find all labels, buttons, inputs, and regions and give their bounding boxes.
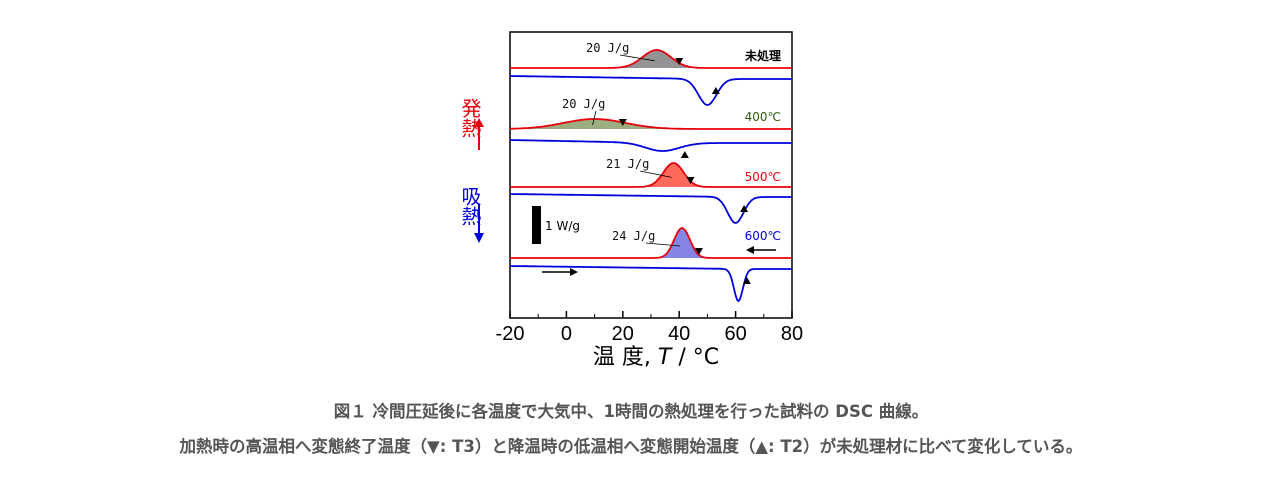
caption-line-2: 加熱時の高温相へ変態終了温度（▼: T3）と降温時の低温相へ変態開始温度（▲: … <box>179 437 1083 456</box>
heating-curve <box>510 227 792 259</box>
T3-marker <box>694 248 703 255</box>
T2-marker <box>711 87 720 94</box>
enthalpy-leader <box>639 170 672 178</box>
enthalpy-leader <box>619 54 655 62</box>
heating-peak-area <box>643 163 704 187</box>
x-tick-label: 40 <box>668 323 690 345</box>
curves-group: 20 J/g 未処理 20 J/g 400℃ 21 J/g 500℃ 24 J/g 600℃ <box>509 41 792 303</box>
enthalpy-label: 24 J/g <box>612 229 655 243</box>
exo-indicator: 発熱 <box>458 98 484 150</box>
T2-marker <box>680 151 689 158</box>
T3-marker <box>686 177 695 184</box>
enthalpy-label: 20 J/g <box>562 97 605 111</box>
series-label: 400℃ <box>745 110 781 124</box>
endo-indicator: 吸熱 <box>458 186 484 243</box>
x-tick-label: 20 <box>612 323 634 345</box>
heating-peak-area <box>659 228 705 258</box>
T2-marker <box>740 205 749 212</box>
T3-marker <box>618 119 627 126</box>
x-tick-label: 0 <box>561 323 572 345</box>
series-label: 600℃ <box>745 229 781 243</box>
heating-direction-arrow <box>542 268 578 276</box>
T2-marker <box>742 277 751 284</box>
cooling-curve <box>510 75 792 106</box>
enthalpy-label: 21 J/g <box>606 157 649 171</box>
x-tick-label: 80 <box>781 323 803 345</box>
enthalpy-leader <box>592 110 597 126</box>
cooling-curve <box>510 265 792 303</box>
series-label: 未処理 <box>744 48 781 63</box>
scale-bar <box>532 206 541 244</box>
heating-curve <box>510 49 792 69</box>
heating-peak-area <box>615 50 698 68</box>
cooling-direction-arrow <box>746 246 776 254</box>
caption-line-1: 図１ 冷間圧延後に各温度で大気中、1時間の熱処理を行った試料の DSC 曲線。 <box>333 402 929 421</box>
enthalpy-leader <box>645 242 681 247</box>
cooling-curve <box>510 139 792 152</box>
x-axis-title: 温 度, T / °C <box>593 345 719 370</box>
x-tick-label: -20 <box>496 323 525 345</box>
x-tick-label: 60 <box>724 323 746 345</box>
T3-marker <box>675 58 684 65</box>
x-axis: -20 0 20 40 60 80 <box>496 311 803 345</box>
series-label: 500℃ <box>745 170 781 184</box>
enthalpy-label: 20 J/g <box>586 41 629 55</box>
scale-bar-label: 1 W/g <box>545 219 580 233</box>
heating-curve <box>509 118 792 130</box>
heating-curve <box>510 162 792 188</box>
